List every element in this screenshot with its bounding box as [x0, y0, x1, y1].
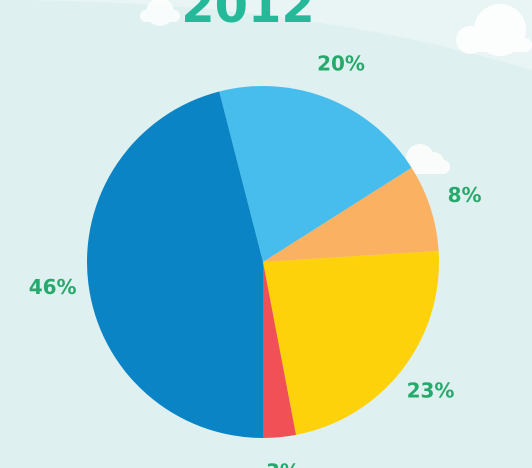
chart-title: 2012: [181, 0, 315, 34]
pie-slice: [263, 262, 296, 438]
slice-label: 46%: [29, 275, 77, 299]
pie-slice: [219, 86, 412, 262]
sky-band: [0, 0, 532, 70]
slice-label: 23%: [407, 378, 455, 402]
cloud: [140, 0, 180, 26]
pie-slice: [86, 91, 264, 439]
cloud: [456, 4, 532, 56]
pie-slice: [263, 167, 439, 262]
slice-label: 20%: [317, 51, 365, 75]
slice-label: 8%: [448, 183, 482, 207]
pie-slice: [263, 250, 439, 435]
slice-label: 3%: [266, 460, 300, 468]
